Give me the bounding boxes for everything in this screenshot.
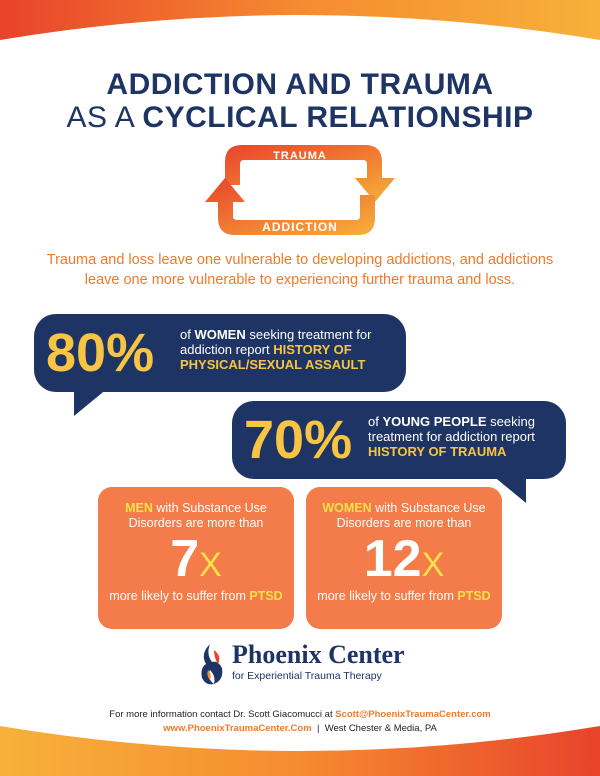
- footer-separator: |: [316, 723, 320, 734]
- stat-percent: 70%: [244, 410, 353, 470]
- footer-line-1: For more information contact Dr. Scott G…: [0, 708, 600, 722]
- card-keyword: WOMEN: [322, 501, 372, 515]
- email-link[interactable]: Scott@PhoenixTraumaCenter.com: [335, 709, 491, 720]
- title-line-2-prefix: AS A: [66, 101, 143, 134]
- title-line-1: ADDICTION AND TRAUMA: [106, 68, 494, 101]
- top-wave-decoration: [0, 0, 600, 60]
- stat-bubble-young-people: 70% of YOUNG PEOPLE seeking treatment fo…: [232, 401, 566, 503]
- speech-tail: [74, 388, 108, 416]
- stat-keyword: YOUNG PEOPLE: [382, 414, 487, 429]
- phoenix-flame-icon: [201, 644, 223, 685]
- footer-contact-prefix: For more information contact Dr. Scott G…: [109, 709, 336, 720]
- bottom-arrow: [205, 178, 375, 235]
- card-bottom-rest: more likely to suffer from: [109, 589, 250, 603]
- stat-percent: 80%: [46, 323, 155, 383]
- stat-description: of YOUNG PEOPLE seeking treatment for ad…: [368, 414, 558, 459]
- card-top-rest: with Substance Use Disorders are more th…: [336, 501, 486, 530]
- website-link[interactable]: www.PhoenixTraumaCenter.Com: [163, 723, 312, 734]
- card-top-rest: with Substance Use Disorders are more th…: [128, 501, 267, 530]
- stat-highlight: HISTORY OF TRAUMA: [368, 444, 507, 459]
- stat-bubble-women: 80% of WOMEN seeking treatment for addic…: [34, 314, 406, 416]
- footer-line-2: www.PhoenixTraumaCenter.Com | West Chest…: [0, 722, 600, 736]
- card-top-text: MEN with Substance Use Disorders are mor…: [98, 501, 294, 531]
- card-top-text: WOMEN with Substance Use Disorders are m…: [306, 501, 502, 531]
- card-keyword: MEN: [125, 501, 153, 515]
- card-bottom-text: more likely to suffer from PTSD: [306, 589, 502, 604]
- speech-tail: [492, 475, 526, 503]
- cycle-label-trauma: TRAUMA: [273, 150, 327, 162]
- stat-highlight: HISTORY OF PHYSICAL/SEXUAL ASSAULT: [180, 342, 366, 372]
- ptsd-card-women: WOMEN with Substance Use Disorders are m…: [306, 487, 502, 629]
- card-keyword-ptsd: PTSD: [457, 589, 491, 603]
- multiplier-x: X: [199, 546, 222, 584]
- title-line-2: AS A CYCLICAL RELATIONSHIP: [0, 101, 600, 134]
- bottom-wave-decoration: [0, 706, 600, 776]
- card-bottom-rest: more likely to suffer from: [317, 589, 458, 603]
- stat-text-pre: of: [180, 327, 195, 342]
- stat-keyword: WOMEN: [194, 327, 246, 342]
- logo-name: Phoenix Center: [232, 640, 405, 669]
- logo-subtitle: for Experiential Trauma Therapy: [232, 670, 382, 682]
- multiplier-number: 12: [363, 530, 422, 588]
- card-multiplier: 7X: [98, 533, 294, 589]
- page-title: ADDICTION AND TRAUMA AS A CYCLICAL RELAT…: [0, 68, 600, 134]
- cycle-label-addiction: ADDICTION: [262, 220, 338, 234]
- top-arrow: [225, 145, 395, 202]
- card-multiplier: 12X: [306, 533, 502, 589]
- card-bottom-text: more likely to suffer from PTSD: [98, 589, 294, 604]
- card-keyword-ptsd: PTSD: [249, 589, 283, 603]
- stat-text-mid: seeking treatment for addiction report: [180, 327, 372, 357]
- multiplier-number: 7: [170, 530, 200, 588]
- intro-text: Trauma and loss leave one vulnerable to …: [46, 252, 554, 288]
- multiplier-x: X: [421, 546, 445, 584]
- cycle-diagram: TRAUMA ADDICTION: [195, 140, 405, 240]
- ptsd-card-men: MEN with Substance Use Disorders are mor…: [98, 487, 294, 629]
- footer-contact: For more information contact Dr. Scott G…: [0, 708, 600, 736]
- phoenix-center-logo: Phoenix Center for Experiential Trauma T…: [196, 640, 416, 700]
- stat-text-pre: of: [368, 414, 383, 429]
- footer-location: West Chester & Media, PA: [324, 723, 437, 734]
- stat-description: of WOMEN seeking treatment for addiction…: [180, 327, 400, 372]
- title-line-2-bold: CYCLICAL RELATIONSHIP: [142, 101, 534, 134]
- stat-text-mid: seeking treatment for addiction report: [368, 414, 535, 444]
